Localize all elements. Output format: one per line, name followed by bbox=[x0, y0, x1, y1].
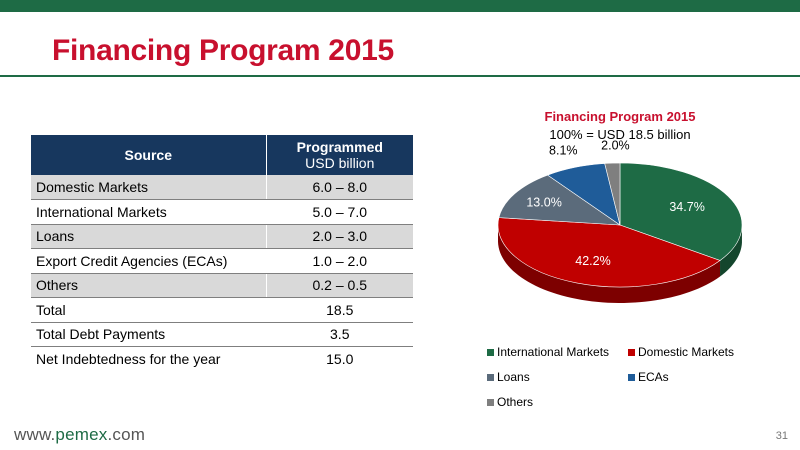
table-row: Loans 2.0 – 3.0 bbox=[31, 224, 413, 249]
pie-label-ecas: 8.1% bbox=[549, 144, 578, 158]
row-value: 6.0 – 8.0 bbox=[265, 175, 413, 200]
row-value: 15.0 bbox=[265, 346, 413, 371]
row-label: Total Debt Payments bbox=[31, 322, 266, 347]
row-value: 3.5 bbox=[265, 322, 413, 347]
pie-label-international-markets: 34.7% bbox=[669, 200, 704, 214]
row-value: 2.0 – 3.0 bbox=[265, 224, 413, 249]
legend-label: International Markets bbox=[497, 345, 610, 359]
row-label: Export Credit Agencies (ECAs) bbox=[31, 248, 266, 274]
pie-chart: 34.7% 42.2% 13.0% 8.1% 2.0% bbox=[497, 139, 743, 303]
financing-table: Source Programmed USD billion Domestic M… bbox=[31, 135, 413, 371]
row-label: International Markets bbox=[31, 199, 266, 225]
table-row: International Markets 5.0 – 7.0 bbox=[31, 199, 413, 225]
table-row: Net Indebtedness for the year 15.0 bbox=[31, 346, 413, 371]
header-programmed: Programmed USD billion bbox=[266, 135, 413, 175]
row-value: 1.0 – 2.0 bbox=[265, 248, 413, 274]
header-source: Source bbox=[31, 135, 267, 175]
pie-slice-international-markets bbox=[619, 162, 743, 261]
pie-slice-others bbox=[604, 162, 621, 226]
row-label: Domestic Markets bbox=[31, 175, 266, 200]
row-label: Net Indebtedness for the year bbox=[36, 351, 221, 367]
legend-item-ecas: ECAs bbox=[628, 370, 669, 384]
pie-side-domestic-markets bbox=[498, 225, 721, 303]
row-value: 18.5 bbox=[265, 297, 413, 323]
page-number: 31 bbox=[775, 430, 788, 442]
table-row: Domestic Markets 6.0 – 8.0 bbox=[31, 175, 413, 200]
pie-slice-domestic-markets bbox=[497, 217, 721, 288]
top-accent-bar bbox=[0, 0, 800, 12]
row-label: Others bbox=[31, 273, 266, 298]
row-label: Loans bbox=[31, 224, 266, 249]
pemex-logo: www.pemex.com bbox=[14, 425, 146, 444]
legend-label: Domestic Markets bbox=[638, 345, 735, 359]
chart-subtitle: 100% = USD 18.5 billion bbox=[549, 127, 691, 142]
pie-label-loans: 13.0% bbox=[526, 196, 561, 210]
legend-swatch bbox=[487, 373, 494, 381]
chart-title: Financing Program 2015 bbox=[544, 109, 696, 124]
row-label: Total bbox=[31, 297, 266, 323]
legend-label: Others bbox=[497, 395, 534, 409]
legend-item-domestic-markets: Domestic Markets bbox=[628, 345, 734, 359]
title-divider bbox=[0, 75, 800, 77]
legend-label: Loans bbox=[497, 370, 530, 384]
pie-label-others: 2.0% bbox=[601, 139, 630, 153]
legend-item-international-markets: International Markets bbox=[487, 345, 609, 359]
legend-label: ECAs bbox=[638, 370, 669, 384]
table-row: Export Credit Agencies (ECAs) 1.0 – 2.0 bbox=[31, 248, 413, 274]
pie-slice-loans bbox=[498, 174, 622, 226]
slide-title: Financing Program 2015 bbox=[52, 34, 394, 67]
table-header-row: Source Programmed USD billion bbox=[31, 135, 413, 175]
legend-swatch bbox=[487, 398, 494, 406]
row-value: 5.0 – 7.0 bbox=[265, 199, 413, 225]
legend-item-others: Others bbox=[487, 395, 533, 409]
table-row: Total Debt Payments 3.5 bbox=[31, 322, 413, 347]
legend-swatch bbox=[487, 348, 494, 356]
legend-swatch bbox=[628, 348, 635, 356]
row-value: 0.2 – 0.5 bbox=[265, 273, 413, 298]
pie-label-domestic-markets: 42.2% bbox=[575, 254, 610, 268]
legend-swatch bbox=[628, 373, 635, 381]
legend-item-loans: Loans bbox=[487, 370, 530, 384]
pie-side-international-markets bbox=[720, 226, 742, 277]
table-row: Total 18.5 bbox=[31, 297, 413, 323]
table-row: Others 0.2 – 0.5 bbox=[31, 273, 413, 298]
